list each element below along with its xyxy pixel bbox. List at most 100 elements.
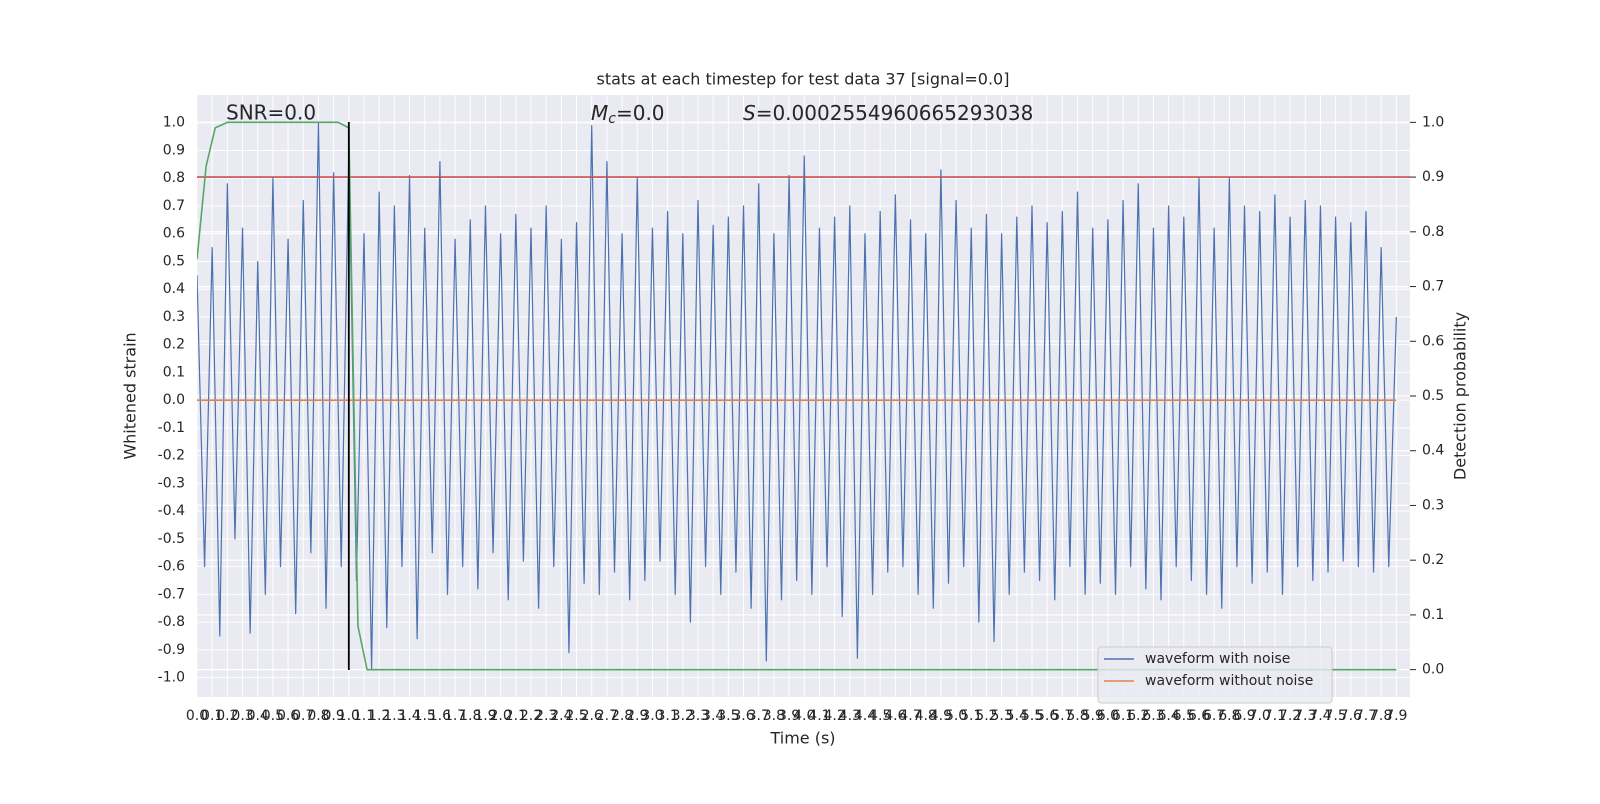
x-tick-label: 1.6 xyxy=(429,708,451,724)
x-tick-label: 6.7 xyxy=(1203,708,1225,724)
annotation-text: =0.0 xyxy=(616,101,665,125)
x-tick-label: 6.2 xyxy=(1127,708,1149,724)
x-tick-label: 3.1 xyxy=(656,708,678,724)
y2-tick-label: 0.0 xyxy=(1422,662,1444,678)
x-tick-label: 3.6 xyxy=(732,708,754,724)
x-tick-label: 3.4 xyxy=(702,708,724,724)
x-tick-label: 3.7 xyxy=(748,708,770,724)
x-tick-label: 3.5 xyxy=(717,708,739,724)
x-tick-label: 0.4 xyxy=(247,708,269,724)
y-tick-label: 0.0 xyxy=(163,392,185,408)
y-tick-label: -0.5 xyxy=(158,531,185,547)
x-tick-label: 1.2 xyxy=(368,708,390,724)
x-tick-label: 3.9 xyxy=(778,708,800,724)
grid xyxy=(196,95,1410,697)
legend-label: waveform without noise xyxy=(1145,673,1313,689)
y2-tick-label: 0.8 xyxy=(1422,224,1444,240)
x-axis-label: Time (s) xyxy=(769,729,835,748)
x-tick-label: 1.8 xyxy=(459,708,481,724)
x-tick-label: 5.9 xyxy=(1082,708,1104,724)
x-tick-label: 5.5 xyxy=(1021,708,1043,724)
y-tick-label: 0.2 xyxy=(163,337,185,353)
x-tick-label: 6.1 xyxy=(1112,708,1134,724)
x-tick-label: 0.2 xyxy=(216,708,238,724)
x-tick-label: 5.7 xyxy=(1051,708,1073,724)
x-tick-label: 7.4 xyxy=(1309,708,1331,724)
x-tick-label: 7.5 xyxy=(1324,708,1346,724)
annotation-snr: SNR=0.0 xyxy=(226,101,316,125)
y-tick-label: 0.3 xyxy=(163,309,185,325)
y2-tick-label: 1.0 xyxy=(1422,114,1444,130)
x-tick-label: 6.9 xyxy=(1233,708,1255,724)
annotation-subscript: c xyxy=(608,111,616,127)
x-tick-label: 3.3 xyxy=(687,708,709,724)
x-tick-label: 2.4 xyxy=(550,708,572,724)
x-tick-label: 4.8 xyxy=(915,708,937,724)
x-tick-label: 1.4 xyxy=(398,708,420,724)
annotation-s: S=0.0002554960665293038 xyxy=(743,101,1033,125)
x-tick-label: 2.9 xyxy=(626,708,648,724)
x-tick-label: 3.2 xyxy=(672,708,694,724)
y-tick-label: -1.0 xyxy=(158,670,185,686)
x-tick-label: 5.2 xyxy=(975,708,997,724)
x-tick-label: 6.6 xyxy=(1188,708,1210,724)
x-tick-label: 5.3 xyxy=(990,708,1012,724)
x-tick-label: 3.0 xyxy=(641,708,663,724)
x-tick-label: 6.4 xyxy=(1157,708,1179,724)
x-tick-label: 4.3 xyxy=(839,708,861,724)
x-tick-label: 1.1 xyxy=(353,708,375,724)
legend: waveform with noise waveform without nois… xyxy=(1097,646,1333,704)
y-tick-label: -0.4 xyxy=(158,503,185,519)
y-tick-label: 0.4 xyxy=(163,281,185,297)
x-tick-label: 5.6 xyxy=(1036,708,1058,724)
x-tick-label: 1.9 xyxy=(474,708,496,724)
annotation-symbol: M xyxy=(591,101,608,125)
y-tick-label: -0.8 xyxy=(158,614,185,630)
x-tick-label: 0.0 xyxy=(186,708,208,724)
marks xyxy=(197,121,1410,671)
x-tick-label: 7.2 xyxy=(1279,708,1301,724)
x-tick-label: 7.1 xyxy=(1264,708,1286,724)
y-tick-label: -0.3 xyxy=(158,475,185,491)
y-tick-label: -0.2 xyxy=(158,448,185,464)
annotation-text: =0.0002554960665293038 xyxy=(756,101,1034,125)
x-tick-label: 0.8 xyxy=(307,708,329,724)
x-tick-label: 0.3 xyxy=(231,708,253,724)
y2-tick-label: 0.5 xyxy=(1422,388,1444,404)
y-tick-label: -0.9 xyxy=(158,642,185,658)
x-tick-label: 4.2 xyxy=(823,708,845,724)
x-tick-label: 6.3 xyxy=(1142,708,1164,724)
x-tick-label: 3.8 xyxy=(763,708,785,724)
x-tick-label: 4.6 xyxy=(884,708,906,724)
x-tick-label: 1.0 xyxy=(338,708,360,724)
y2-tick-label: 0.4 xyxy=(1422,443,1444,459)
y-tick-label: -0.6 xyxy=(158,559,185,575)
x-tick-label: 6.8 xyxy=(1218,708,1240,724)
x-tick-label: 2.6 xyxy=(581,708,603,724)
y2-tick-label: 0.7 xyxy=(1422,279,1444,295)
y-tick-label: 0.9 xyxy=(163,142,185,158)
series-line xyxy=(197,122,1397,670)
x-tick-label: 4.1 xyxy=(808,708,830,724)
x-tick-label: 1.5 xyxy=(414,708,436,724)
x-tick-label: 2.8 xyxy=(611,708,633,724)
y-tick-label: -0.1 xyxy=(158,420,185,436)
x-tick-label: 4.5 xyxy=(869,708,891,724)
annotation-mc: Mc=0.0 xyxy=(591,101,665,128)
x-tick-label: 7.6 xyxy=(1340,708,1362,724)
y-tick-label: 0.5 xyxy=(163,253,185,269)
y2-tick-label: 0.1 xyxy=(1422,607,1444,623)
x-tick-label: 2.1 xyxy=(505,708,527,724)
x-tick-label: 4.0 xyxy=(793,708,815,724)
x-tick-label: 2.7 xyxy=(596,708,618,724)
x-tick-label: 7.3 xyxy=(1294,708,1316,724)
x-tick-label: 7.0 xyxy=(1249,708,1271,724)
legend-label: waveform with noise xyxy=(1145,651,1290,667)
y-tick-label: -0.7 xyxy=(158,586,185,602)
chart-title: stats at each timestep for test data 37 … xyxy=(597,70,1010,89)
x-tick-label: 5.4 xyxy=(1006,708,1028,724)
y-tick-label: 0.7 xyxy=(163,198,185,214)
x-tick-label: 6.5 xyxy=(1173,708,1195,724)
x-tick-label: 5.8 xyxy=(1066,708,1088,724)
